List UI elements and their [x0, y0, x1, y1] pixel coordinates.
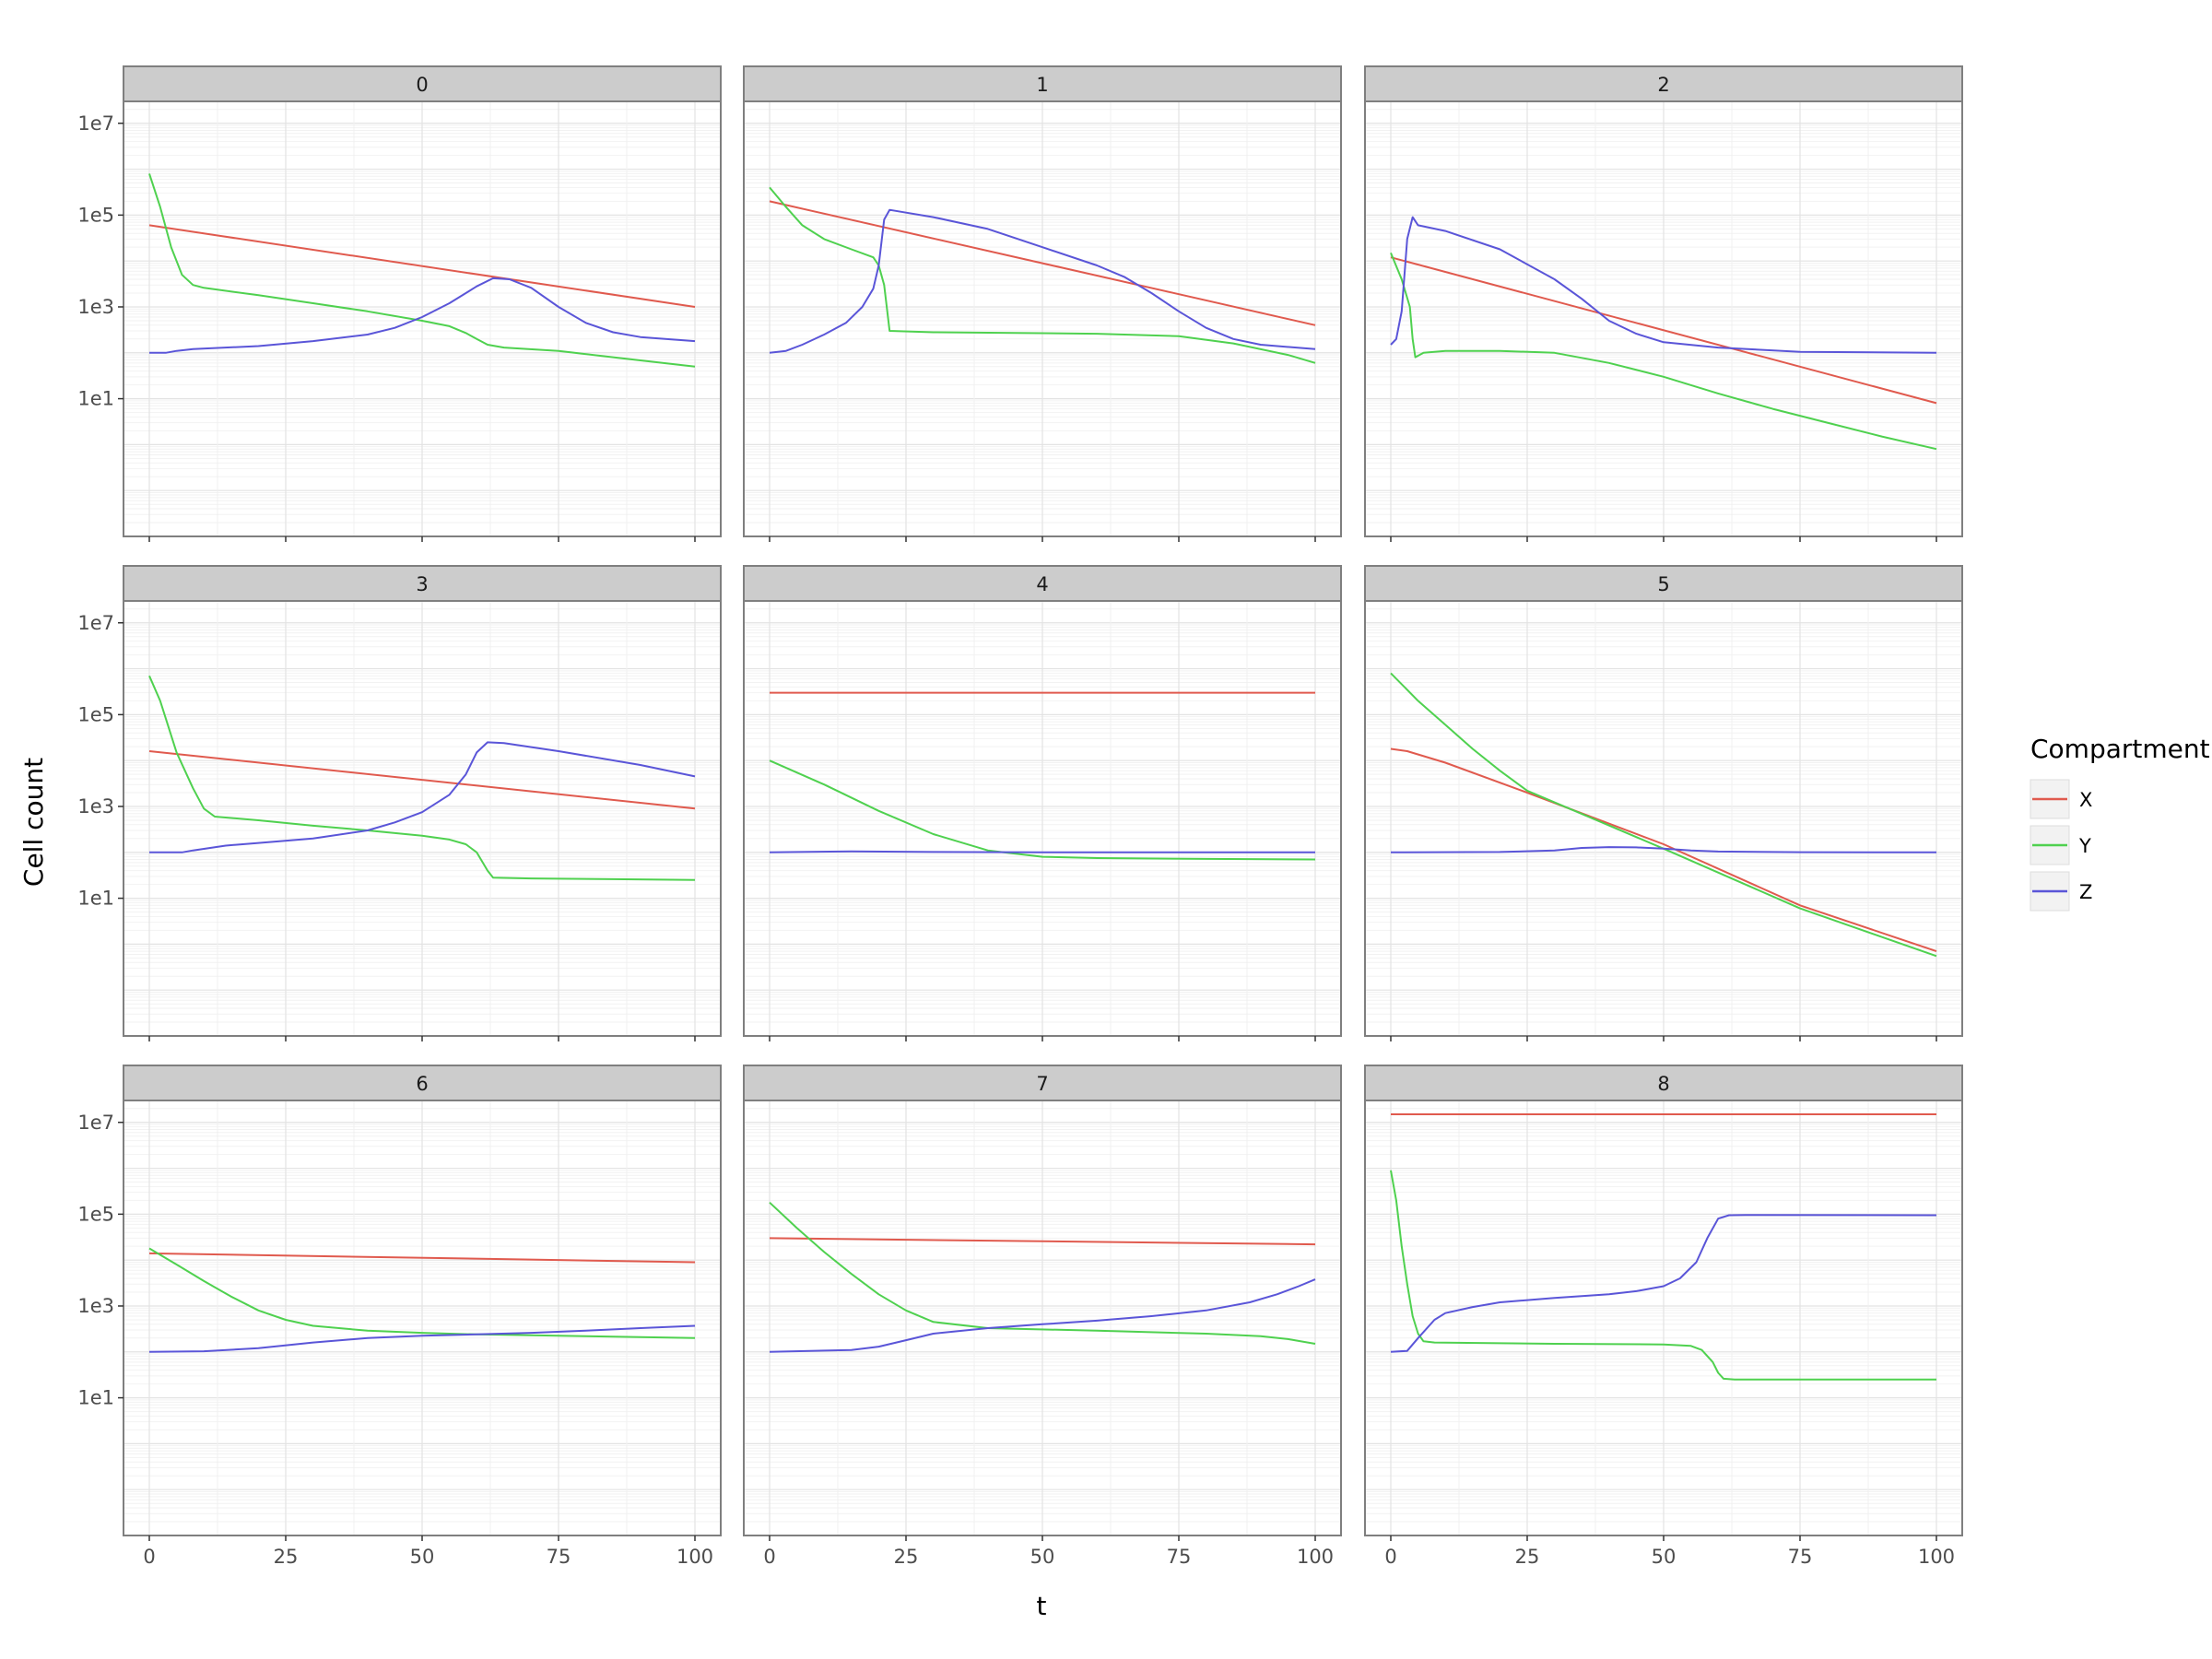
y-tick-label: 1e5 [77, 204, 114, 226]
facet-strip-label: 2 [1657, 74, 1669, 96]
series-line-Y [1390, 1170, 1936, 1381]
facet-strip-label: 0 [416, 74, 428, 96]
x-tick-label: 25 [894, 1546, 919, 1568]
facet-strip-label: 5 [1657, 573, 1669, 595]
x-tick-label: 75 [1788, 1546, 1813, 1568]
gridlines [1365, 1100, 1962, 1535]
x-tick-label: 50 [410, 1546, 435, 1568]
series-line-Z [148, 1324, 696, 1353]
series-line-Z [149, 276, 696, 354]
x-tick-label: 50 [1652, 1546, 1677, 1568]
y-axes: 1e1 1e3 1e5 1e7 1e1 1e3 1e5 1e7 1e1 1e3 1e5 1e7 [77, 112, 124, 1409]
series-line-X [148, 1252, 696, 1264]
facet-panel-2: 2 [1364, 65, 1963, 537]
gridlines [124, 600, 721, 1036]
facet-strip [123, 565, 722, 602]
facet-strip-label: 3 [416, 573, 428, 595]
series-line-Z [1390, 216, 1937, 354]
series-line-X [148, 224, 696, 308]
facet-strip-label: 7 [1036, 1073, 1048, 1095]
legend-item-Y: Y [2030, 825, 2091, 865]
facet-strip [743, 565, 1342, 602]
facet-panel-8: 8 [1364, 1065, 1963, 1536]
y-tick-label: 1e7 [77, 1112, 114, 1134]
x-tick-label: 75 [547, 1546, 571, 1568]
y-tick-label: 1e7 [77, 612, 114, 634]
x-tick-label: 100 [1297, 1546, 1334, 1568]
x-tick-label: 0 [143, 1546, 155, 1568]
y-tick-label: 1e3 [77, 296, 114, 318]
legend-label: X [2079, 789, 2092, 811]
series-line-Y [1390, 672, 1937, 958]
x-tick-label: 100 [677, 1546, 713, 1568]
facet-panel-1: 1 [743, 65, 1342, 537]
series-line-Z [1390, 846, 1937, 853]
facet-strip [123, 1065, 722, 1101]
series-line-Y [769, 186, 1316, 364]
series-line-Z [1390, 1214, 1937, 1353]
series-line-Y [1390, 253, 1937, 451]
facet-panel-6: 6 [123, 1065, 722, 1536]
facet-panels: 0 1 2 3 4 5 6 7 8 [123, 65, 1963, 1536]
facet-panel-7: 7 [743, 1065, 1342, 1536]
series-line-X [769, 1237, 1316, 1246]
facet-panel-5: 5 [1364, 565, 1963, 1037]
gridlines [124, 1100, 721, 1535]
series-line-Z [769, 208, 1316, 354]
facet-strip-label: 1 [1036, 74, 1048, 96]
y-tick-label: 1e3 [77, 1295, 114, 1317]
y-tick-label: 1e1 [77, 888, 114, 910]
series-line-Y [769, 759, 1316, 861]
facet-strip [743, 65, 1342, 102]
facet-panel-3: 3 [123, 565, 722, 1037]
legend-item-X: X [2030, 779, 2092, 819]
y-tick-label: 1e1 [77, 388, 114, 410]
facet-strip [1364, 65, 1963, 102]
series-line-Z [149, 741, 696, 853]
y-tick-label: 1e3 [77, 795, 114, 818]
y-tick-label: 1e5 [77, 703, 114, 725]
facet-panel-4: 4 [743, 565, 1342, 1037]
legend-items: X Y Z [2030, 779, 2092, 912]
gridlines [1365, 100, 1962, 536]
series-line-X [1390, 256, 1937, 405]
series-line-Y [769, 1201, 1316, 1345]
y-axis-title: Cell count [18, 758, 49, 887]
series-line-Z [769, 1278, 1316, 1353]
series-line-X [769, 200, 1316, 326]
series-line-Y [148, 675, 696, 881]
x-tick-label: 50 [1030, 1546, 1055, 1568]
gridlines [124, 100, 721, 536]
facet-strip [743, 1065, 1342, 1101]
gridlines [744, 100, 1341, 536]
facet-strip [1364, 565, 1963, 602]
x-tick-label: 0 [763, 1546, 775, 1568]
x-tick-label: 25 [1515, 1546, 1540, 1568]
series-line-Z [769, 850, 1315, 853]
facet-strip [123, 65, 722, 102]
facet-panel-0: 0 [123, 65, 722, 537]
y-tick-label: 1e7 [77, 112, 114, 135]
legend-item-Z: Z [2030, 871, 2092, 912]
facet-strip-label: 6 [416, 1073, 428, 1095]
series-line-X [1390, 747, 1937, 953]
x-tick-label: 25 [274, 1546, 299, 1568]
x-axis-title: t [1037, 1591, 1047, 1621]
series-line-X [148, 750, 696, 810]
legend-title: Compartment [2030, 734, 2210, 764]
facet-strip [1364, 1065, 1963, 1101]
x-tick-label: 75 [1167, 1546, 1192, 1568]
x-tick-label: 100 [1918, 1546, 1955, 1568]
legend-label: Z [2079, 881, 2092, 903]
y-tick-label: 1e1 [77, 1387, 114, 1409]
legend-label: Y [2078, 835, 2091, 857]
legend: Compartment X Y Z [2030, 734, 2210, 912]
facet-strip-label: 4 [1036, 573, 1048, 595]
y-tick-label: 1e5 [77, 1203, 114, 1225]
x-tick-label: 0 [1384, 1546, 1396, 1568]
facet-strip-label: 8 [1657, 1073, 1669, 1095]
x-axes: 0 25 50 75 100 0 25 50 75 100 0 25 50 75 100 [143, 536, 1955, 1568]
series-line-Y [148, 173, 696, 368]
